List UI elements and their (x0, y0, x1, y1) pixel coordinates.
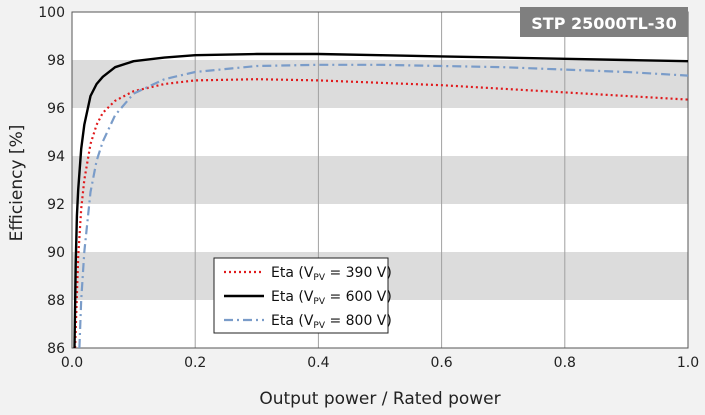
y-axis-label: Efficiency [%] (7, 125, 27, 242)
x-tick-label: 0.4 (307, 355, 329, 371)
y-tick-label: 86 (47, 341, 65, 357)
x-tick-label: 0.6 (430, 355, 452, 371)
y-tick-label: 100 (38, 5, 65, 21)
series-line-3 (78, 63, 689, 349)
plot-frame (71, 11, 689, 349)
y-tick-label: 96 (47, 101, 65, 117)
y-tick-label: 90 (47, 245, 65, 261)
legend-label: Eta (VPV = 800 V) (271, 313, 392, 331)
y-tick-label: 88 (47, 293, 65, 309)
x-tick-label: 1.0 (677, 355, 699, 371)
y-tick-label: 98 (47, 53, 65, 69)
x-tick-label: 0.2 (184, 355, 206, 371)
grid-band (72, 156, 688, 204)
legend-label: Eta (VPV = 390 V) (271, 265, 392, 283)
legend-label: Eta (VPV = 600 V) (271, 289, 392, 307)
tick-labels: 0.0 0.2 0.4 0.6 0.8 1.0 86 88 90 92 94 96 98 100 (38, 5, 699, 371)
x-axis-label: Output power / Rated power (259, 389, 500, 409)
grid-band (72, 60, 688, 108)
legend: Eta (VPV = 390 V) Eta (VPV = 600 V) Eta (V… (213, 257, 392, 334)
series-layer (73, 52, 689, 349)
y-tick-label: 92 (47, 197, 65, 213)
x-tick-label: 0.0 (61, 355, 83, 371)
x-tick-label: 0.8 (554, 355, 576, 371)
series-line-2 (73, 52, 689, 349)
model-badge: STP 25000TL-30 (520, 7, 688, 37)
model-badge-text: STP 25000TL-30 (531, 14, 676, 33)
y-tick-label: 94 (47, 149, 65, 165)
